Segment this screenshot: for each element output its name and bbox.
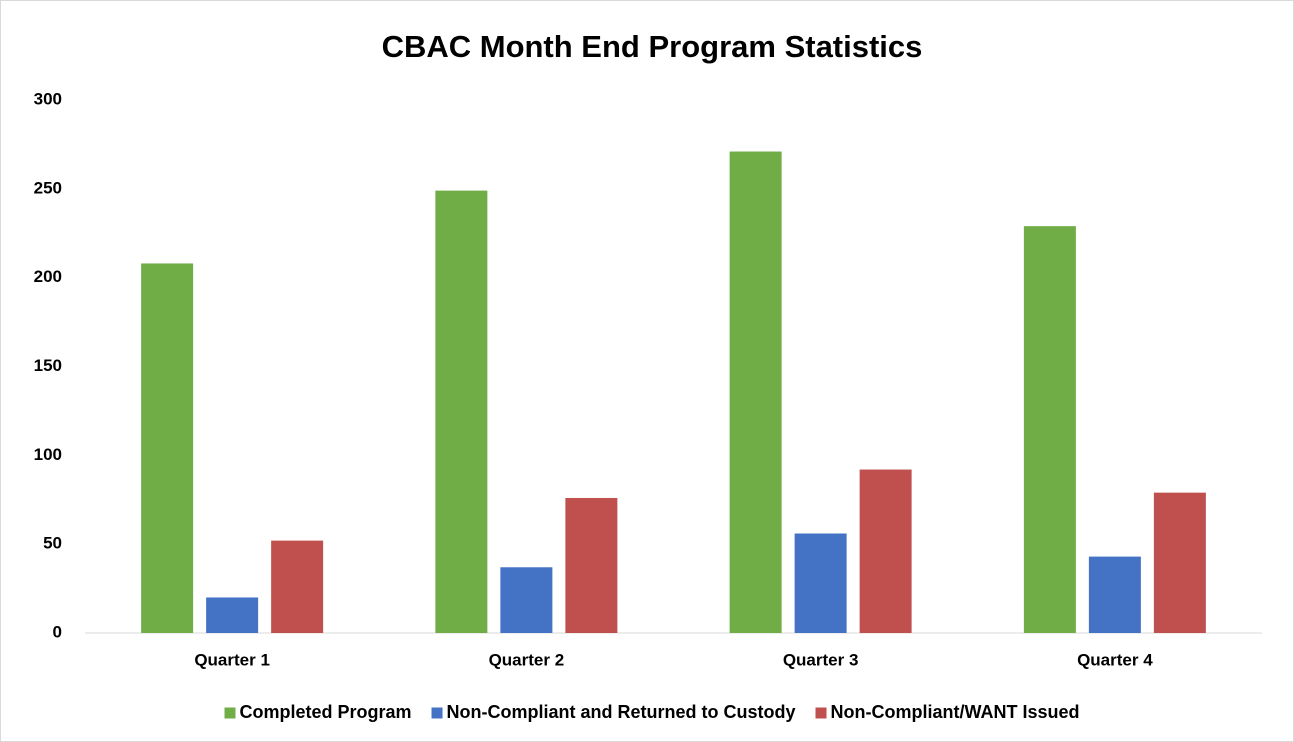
bar — [794, 533, 847, 633]
bar — [565, 497, 618, 633]
bar — [141, 263, 194, 633]
y-tick-label: 150 — [34, 356, 62, 375]
legend-label: Completed Program — [239, 702, 411, 722]
legend-swatch — [431, 707, 443, 719]
bar — [1023, 226, 1076, 634]
bar — [500, 567, 553, 633]
x-tick-label: Quarter 3 — [783, 650, 859, 669]
y-tick-label: 300 — [34, 89, 62, 108]
legend-swatch — [224, 707, 236, 719]
legend-label: Non-Compliant and Returned to Custody — [447, 702, 796, 722]
bar — [206, 597, 259, 633]
y-tick-label: 100 — [34, 445, 62, 464]
bar — [729, 151, 782, 634]
legend-label: Non-Compliant/WANT Issued — [831, 702, 1080, 722]
bar — [435, 190, 488, 634]
bar — [271, 540, 324, 633]
bar — [1088, 556, 1141, 633]
bar — [859, 469, 912, 633]
legend-swatch — [815, 707, 827, 719]
y-tick-label: 0 — [53, 622, 62, 641]
x-tick-label: Quarter 1 — [194, 650, 270, 669]
y-tick-label: 250 — [34, 178, 62, 197]
y-tick-label: 200 — [34, 267, 62, 286]
x-tick-label: Quarter 2 — [489, 650, 565, 669]
bar — [1153, 492, 1206, 633]
x-tick-label: Quarter 4 — [1077, 650, 1153, 669]
y-tick-label: 50 — [43, 534, 62, 553]
chart-title: CBAC Month End Program Statistics — [382, 29, 923, 64]
